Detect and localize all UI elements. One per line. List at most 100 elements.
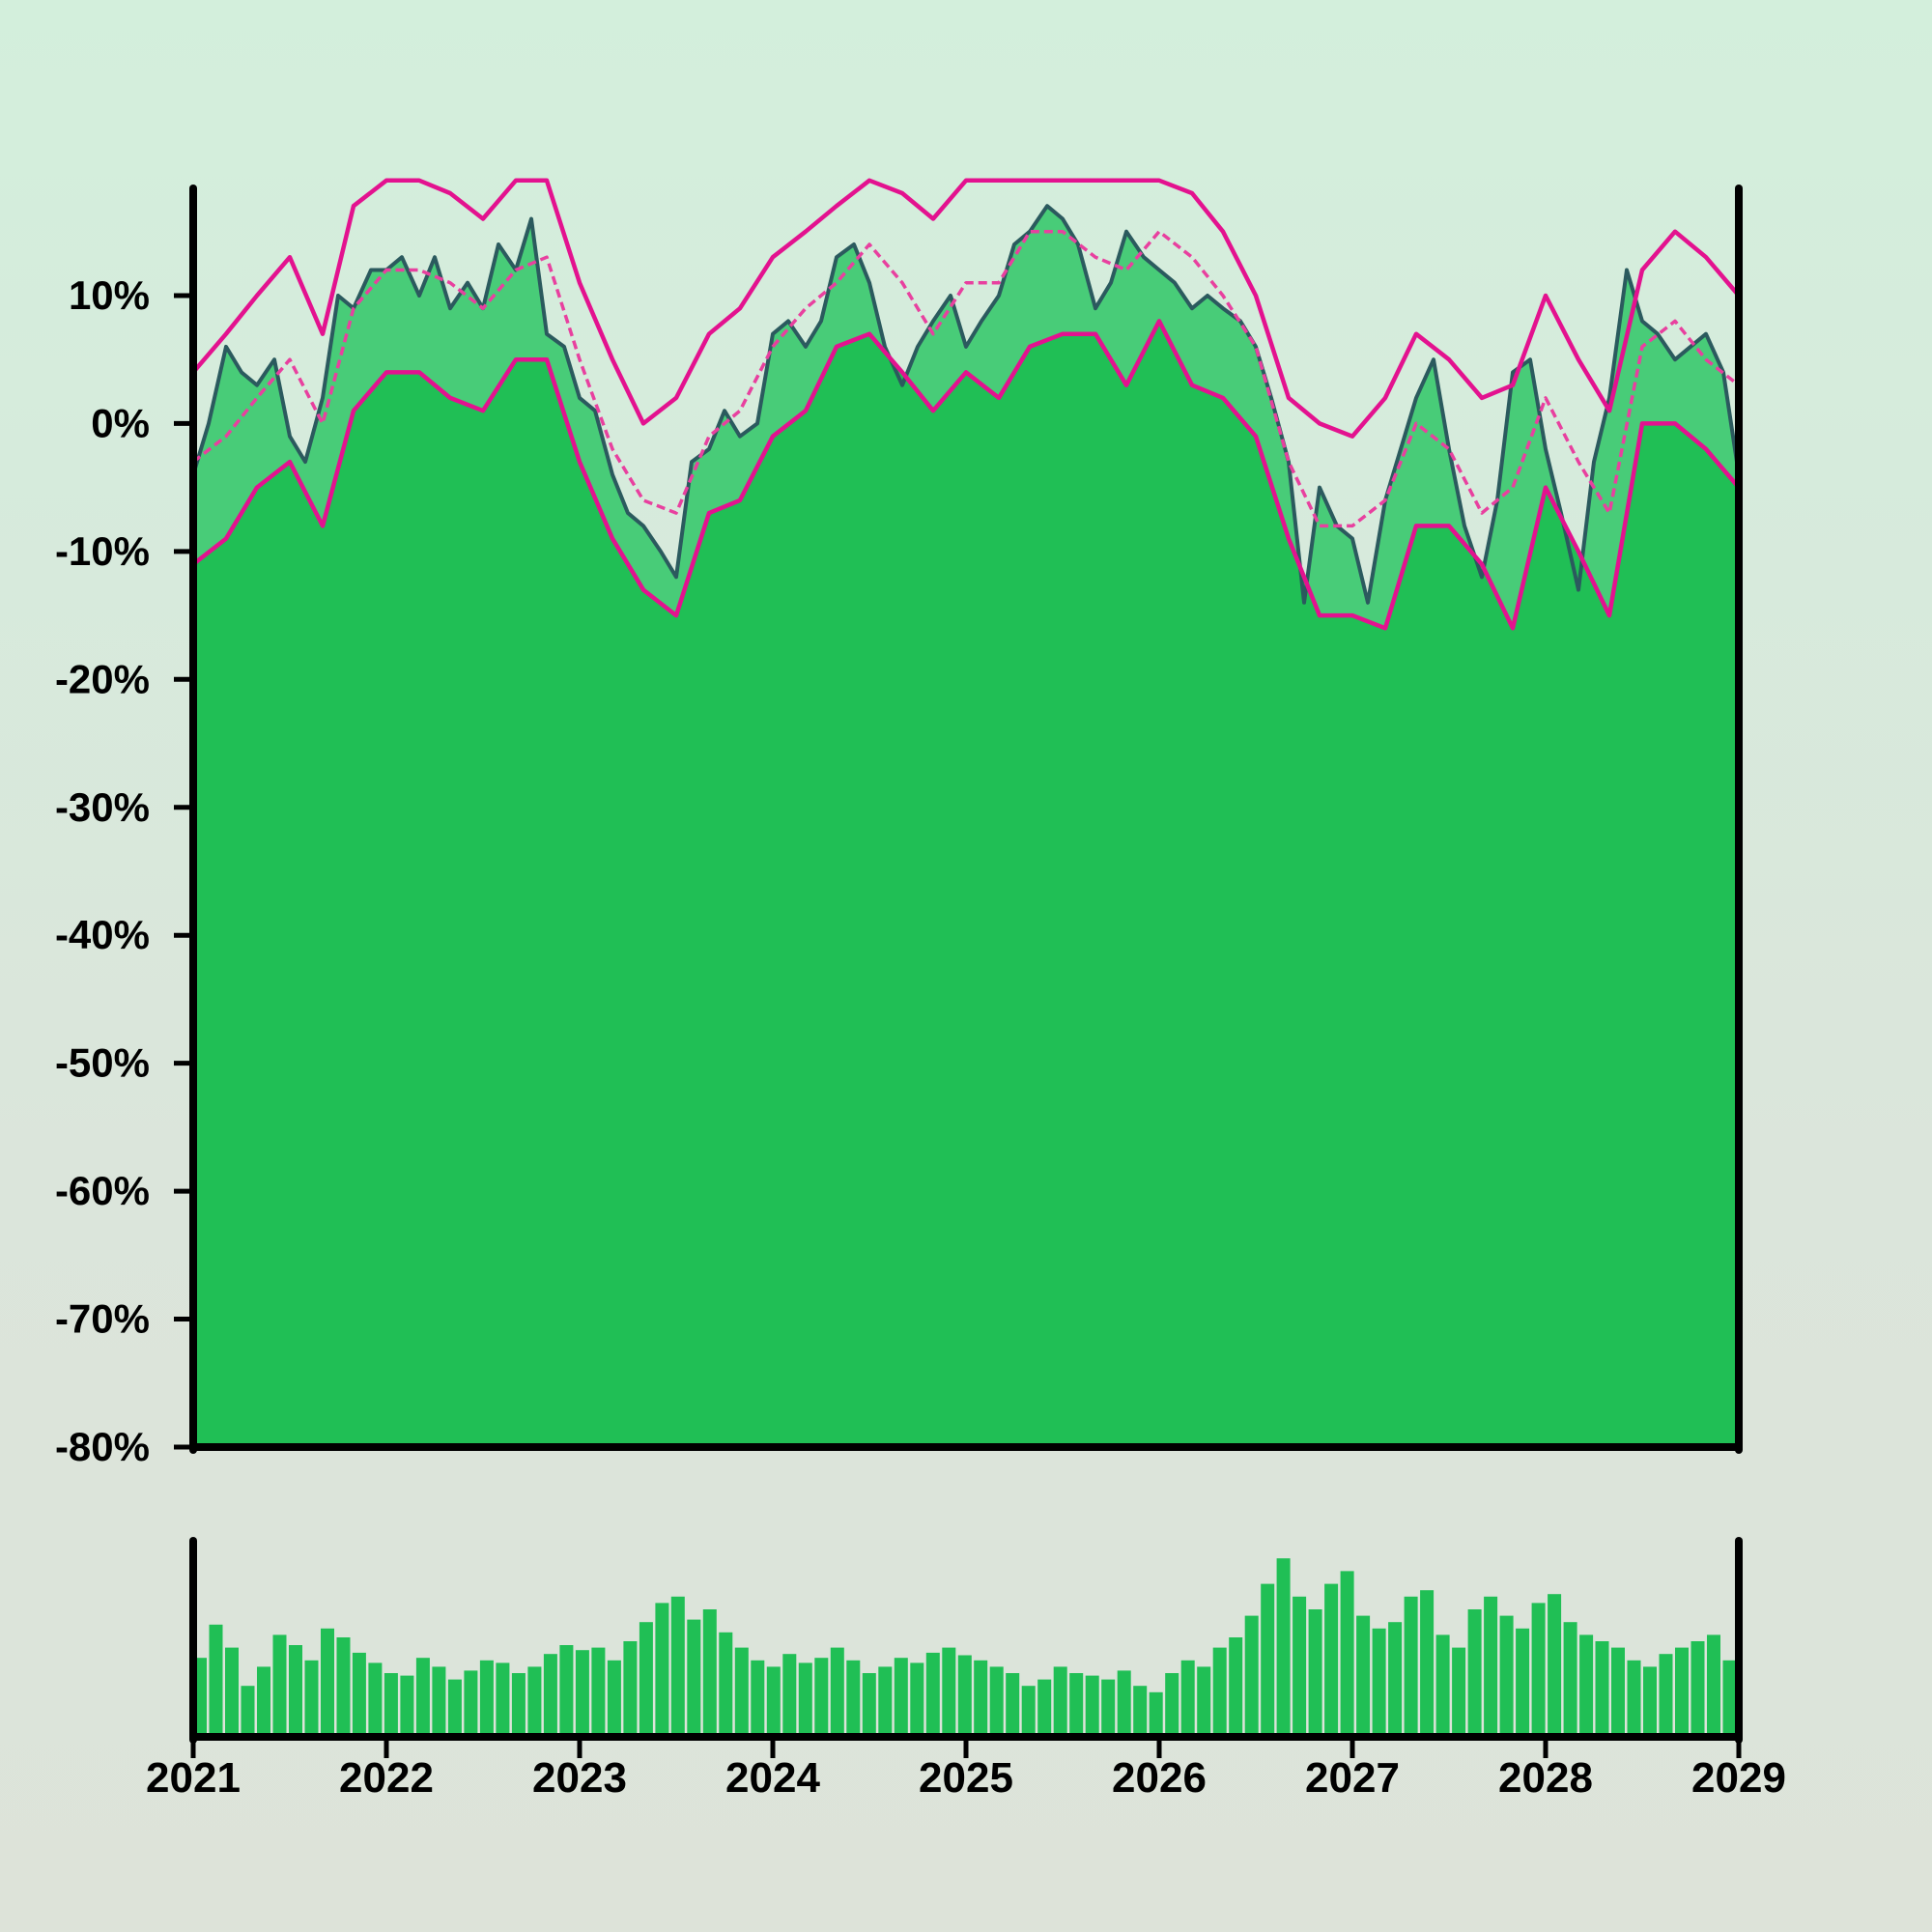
volume-bar: [1229, 1637, 1243, 1737]
volume-bar: [1435, 1634, 1450, 1737]
volume-bar: [1420, 1590, 1435, 1737]
volume-bar: [1340, 1571, 1354, 1737]
volume-bar: [1467, 1609, 1482, 1737]
volume-bar: [607, 1660, 621, 1737]
volume-bar: [878, 1666, 893, 1737]
volume-bar: [1722, 1660, 1737, 1737]
volume-bar: [289, 1645, 302, 1737]
y-tick-label: -20%: [55, 656, 150, 701]
volume-bar: [272, 1634, 287, 1737]
volume-bar: [623, 1641, 638, 1737]
volume-bar: [894, 1658, 908, 1737]
volume-bar: [1563, 1622, 1577, 1737]
volume-bar: [782, 1654, 797, 1737]
volume-bar: [591, 1647, 606, 1737]
volume-bar: [1548, 1594, 1562, 1737]
middle-envelope-line: [191, 229, 1741, 528]
volume-bar: [1611, 1647, 1625, 1737]
volume-bar: [734, 1647, 749, 1737]
volume-bar: [1595, 1641, 1609, 1737]
x-tick-label: 2024: [725, 1754, 820, 1802]
volume-bar: [1690, 1641, 1705, 1737]
main-price-panel: 10% 0% -10% -20% -30% -40% -50% -60% -70% -80%: [55, 178, 1743, 1469]
y-tick-label: -80%: [55, 1424, 150, 1469]
volume-bar: [1531, 1603, 1546, 1737]
lower-envelope-line: [191, 319, 1741, 631]
volume-bar: [830, 1647, 844, 1737]
x-axis: 2021 2022 2023 2024 2025 2026 2027 2028 2029: [146, 1737, 1786, 1802]
y-tick-label: 10%: [69, 272, 150, 318]
volume-bar: [639, 1622, 653, 1737]
x-tick-label: 2022: [339, 1754, 434, 1802]
x-tick-label: 2026: [1112, 1754, 1207, 1802]
volume-bar: [1101, 1679, 1116, 1737]
volume-bar: [1659, 1654, 1673, 1737]
y-tick-label: -50%: [55, 1040, 150, 1086]
price-line: [191, 204, 1741, 605]
volume-bar: [1276, 1558, 1291, 1737]
volume-bar: [1133, 1686, 1148, 1737]
volume-bar: [384, 1673, 398, 1737]
volume-bar: [1388, 1622, 1403, 1737]
volume-bar: [974, 1660, 988, 1737]
volume-bar: [400, 1675, 414, 1737]
volume-bar: [766, 1666, 781, 1737]
x-tick-label: 2028: [1498, 1754, 1593, 1802]
volume-bar: [1244, 1615, 1259, 1737]
volume-bar: [814, 1658, 829, 1737]
volume-bar: [687, 1619, 701, 1737]
volume-bar: [862, 1673, 876, 1737]
volume-bar: [1707, 1634, 1720, 1737]
volume-bar: [846, 1660, 861, 1737]
volume-bar: [1006, 1673, 1020, 1737]
volume-bar: [543, 1654, 557, 1737]
volume-bar: [670, 1596, 685, 1737]
volume-bar: [368, 1662, 383, 1737]
volume-bar: [1212, 1647, 1227, 1737]
volume-bar: [1516, 1628, 1530, 1737]
volume-bar: [1324, 1583, 1339, 1737]
volume-bar: [1484, 1596, 1498, 1737]
x-tick-label: 2027: [1305, 1754, 1400, 1802]
volume-bar: [751, 1660, 765, 1737]
volume-bar: [957, 1655, 972, 1737]
volume-bar: [1372, 1628, 1386, 1737]
volume-bar: [241, 1686, 255, 1737]
x-tick-label: 2025: [919, 1754, 1013, 1802]
y-tick-label: -40%: [55, 912, 150, 957]
volume-bar: [1165, 1673, 1179, 1737]
upper-envelope-line: [191, 178, 1741, 439]
volume-bar: [1053, 1666, 1067, 1737]
main-filled-area: [193, 321, 1739, 1447]
volume-bar: [257, 1666, 270, 1737]
volume-bar: [432, 1666, 446, 1737]
volume-bar: [1021, 1686, 1036, 1737]
volume-bar: [304, 1660, 319, 1737]
volume-bar: [415, 1658, 430, 1737]
volume-bar: [798, 1662, 812, 1737]
volume-bar: [209, 1624, 223, 1737]
volume-bar: [321, 1628, 334, 1737]
volume-bar: [1261, 1583, 1275, 1737]
volume-bar: [479, 1660, 494, 1737]
volume-bar: [225, 1647, 239, 1737]
volume-panel: [189, 1537, 1743, 1744]
volume-bar: [1404, 1596, 1418, 1737]
volume-bar: [336, 1637, 351, 1737]
volume-bar: [910, 1662, 924, 1737]
volume-bar: [1627, 1660, 1641, 1737]
x-tick-label: 2029: [1691, 1754, 1786, 1802]
volume-bar: [1643, 1666, 1657, 1737]
volume-bar: [1149, 1691, 1163, 1737]
volume-bar: [1180, 1660, 1195, 1737]
volume-bar: [447, 1679, 462, 1737]
volume-bar: [527, 1666, 542, 1737]
volume-bar: [1356, 1615, 1371, 1737]
volume-bar: [989, 1666, 1004, 1737]
volume-bar: [1452, 1647, 1466, 1737]
volume-bar: [511, 1673, 526, 1737]
volume-bar: [1308, 1609, 1322, 1737]
x-tick-label: 2021: [146, 1754, 241, 1802]
